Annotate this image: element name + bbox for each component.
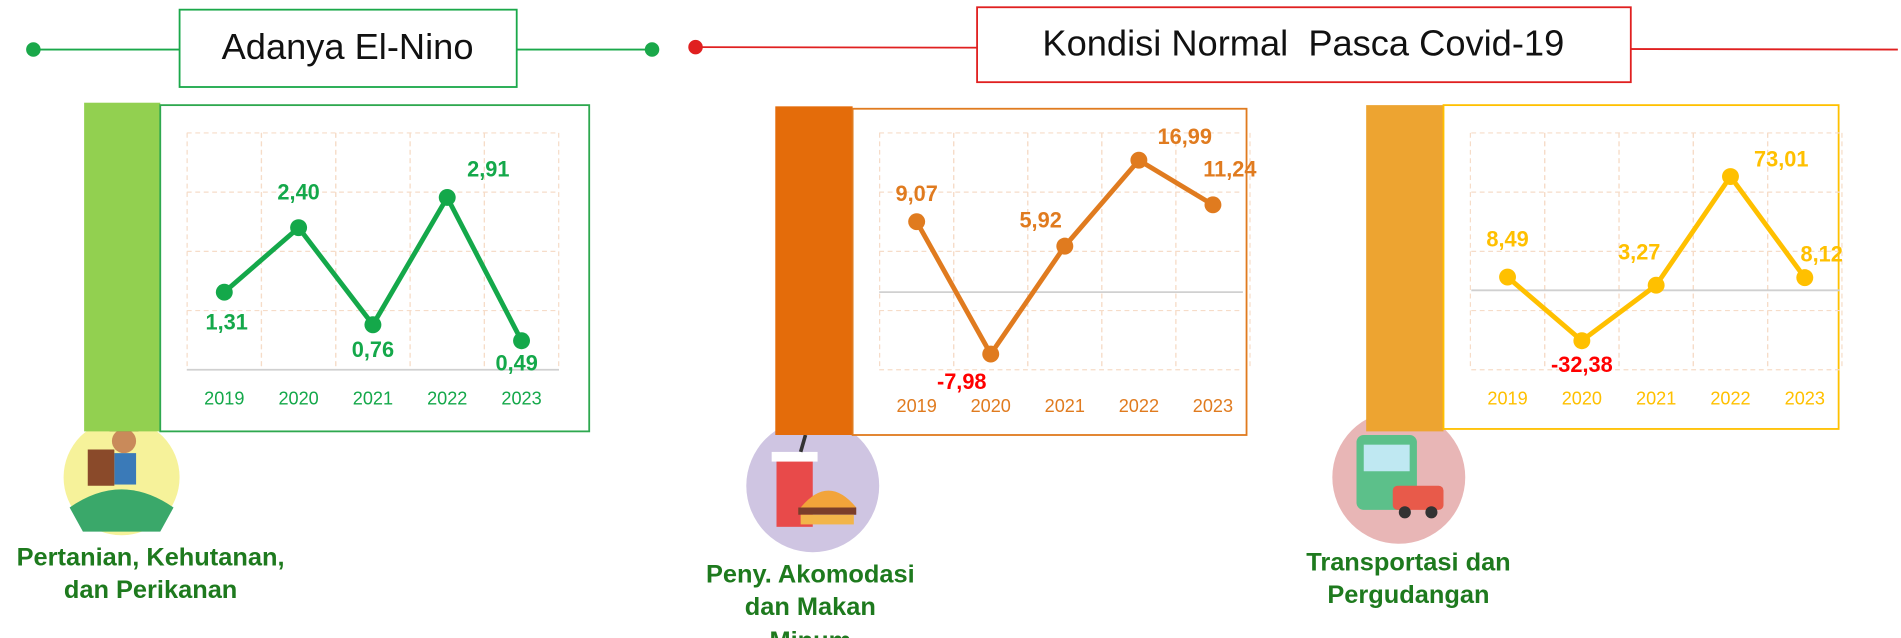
x-tick-label: 2019: [897, 396, 937, 416]
data-label: 2,91: [467, 157, 509, 182]
side-bar: [775, 106, 852, 435]
x-tick-label: 2020: [278, 389, 318, 409]
sector-name-box: Transportasi dan Pergudangan: [1294, 546, 1524, 638]
x-tick-label: 2021: [1045, 396, 1085, 416]
x-tick-label: 2019: [204, 389, 244, 409]
infographic: Adanya El-Nino Kondisi Normal Pasca Covi…: [0, 0, 1901, 638]
icon-food: [746, 419, 879, 552]
data-point: [1796, 269, 1813, 286]
x-tick-label: 2021: [353, 389, 393, 409]
data-point: [1204, 196, 1221, 213]
sector-name: Peny. Akomodasi dan Makan Minum: [702, 558, 920, 638]
data-label: 5,92: [1019, 208, 1061, 233]
data-label: 0,76: [352, 337, 394, 362]
x-tick-label: 2022: [1119, 396, 1159, 416]
x-tick-label: 2023: [501, 389, 541, 409]
data-point: [1648, 277, 1665, 294]
x-tick-label: 2019: [1487, 389, 1527, 409]
side-bar: [1366, 105, 1443, 431]
data-label: 11,24: [1203, 157, 1256, 182]
x-tick-label: 2021: [1636, 389, 1676, 409]
chart-frame: [160, 105, 589, 431]
sector-name-box: Peny. Akomodasi dan Makan Minum: [702, 558, 920, 638]
data-label: -32,38: [1551, 352, 1613, 377]
sector-name: Pertanian, Kehutanan, dan Perikanan: [0, 541, 308, 607]
data-label: 73,01: [1754, 147, 1808, 172]
x-tick-label: 2022: [427, 389, 467, 409]
data-point: [908, 213, 925, 230]
banner-dot: [26, 42, 41, 57]
data-label: 1,31: [206, 309, 248, 334]
data-point: [364, 316, 381, 333]
data-label: 8,49: [1486, 227, 1528, 252]
banner-dot: [688, 40, 703, 55]
x-tick-label: 2022: [1710, 389, 1750, 409]
sector-name-box: Pertanian, Kehutanan, dan Perikanan: [0, 541, 308, 638]
banner-text: Adanya El-Nino: [222, 26, 474, 67]
data-point: [513, 332, 530, 349]
data-label: 8,12: [1801, 242, 1843, 267]
icon-agriculture: [64, 419, 180, 535]
x-tick-label: 2020: [971, 396, 1011, 416]
data-point: [1056, 238, 1073, 255]
data-point: [1499, 269, 1516, 286]
banner-dot: [645, 42, 660, 57]
banner-text: Kondisi Normal Pasca Covid-19: [1042, 22, 1564, 63]
side-bar: [84, 103, 160, 432]
data-point: [1573, 332, 1590, 349]
page: Adanya El-Nino Kondisi Normal Pasca Covi…: [0, 0, 1901, 638]
data-point: [1130, 152, 1147, 169]
data-label: 3,27: [1618, 240, 1660, 265]
data-point: [982, 346, 999, 363]
data-label: 0,49: [496, 351, 538, 376]
x-tick-label: 2023: [1193, 396, 1233, 416]
data-label: -7,98: [937, 369, 987, 394]
data-label: 16,99: [1158, 124, 1212, 149]
x-tick-label: 2020: [1562, 389, 1602, 409]
data-point: [290, 219, 307, 236]
data-point: [439, 189, 456, 206]
sector-name: Transportasi dan Pergudangan: [1294, 546, 1524, 612]
x-tick-label: 2023: [1785, 389, 1825, 409]
data-point: [216, 284, 233, 301]
data-point: [1722, 168, 1739, 185]
data-label: 2,40: [277, 180, 319, 205]
data-label: 9,07: [895, 181, 937, 206]
